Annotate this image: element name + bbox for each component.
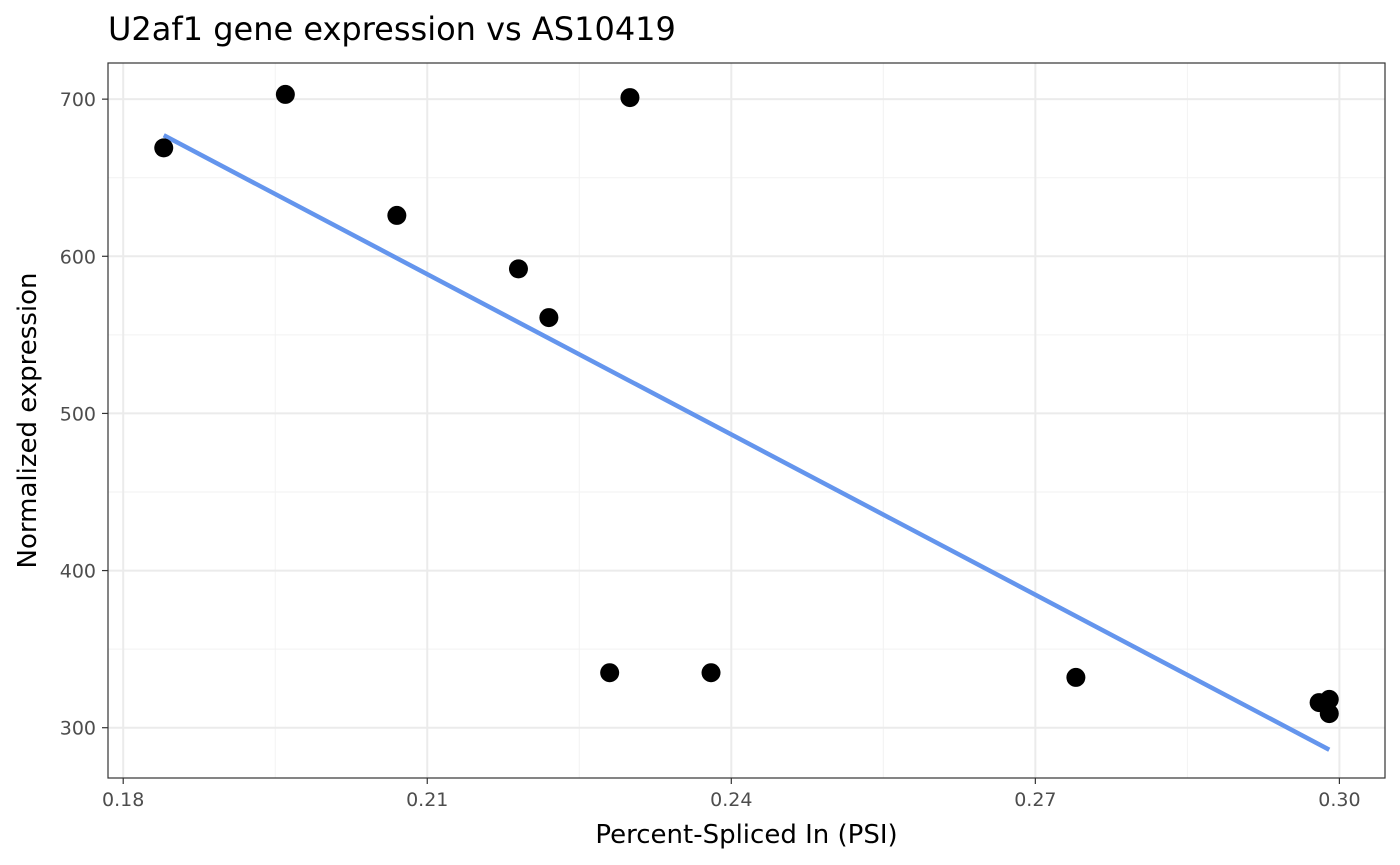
plot-panel-border [107, 62, 1386, 779]
data-point [154, 138, 174, 158]
data-point [701, 663, 721, 683]
x-tick-label: 0.21 [406, 789, 448, 811]
y-axis-ticks: 300 400 500 600 700 [60, 89, 108, 740]
x-tick-label: 0.24 [710, 789, 752, 811]
x-tick-label: 0.18 [102, 789, 144, 811]
data-point [275, 84, 295, 104]
trend-line [162, 133, 1331, 752]
trend-line-layer [162, 133, 1331, 752]
data-point [620, 88, 640, 108]
y-tick-label: 500 [60, 403, 96, 425]
x-tick-label: 0.27 [1014, 789, 1056, 811]
data-point [1319, 689, 1339, 709]
y-tick-label: 300 [60, 718, 96, 740]
data-point [600, 663, 620, 683]
data-point [539, 308, 559, 328]
x-axis-ticks: 0.18 0.21 0.24 0.27 0.30 [102, 778, 1361, 811]
data-point [1066, 667, 1086, 687]
data-points [154, 84, 1339, 724]
y-axis-title: Normalized expression [13, 273, 43, 569]
plot-panel-background [108, 63, 1385, 778]
data-point [508, 259, 528, 279]
x-tick-label: 0.30 [1318, 789, 1360, 811]
major-gridlines [108, 63, 1385, 778]
data-point [1319, 704, 1339, 724]
y-tick-label: 400 [60, 561, 96, 583]
minor-gridlines [108, 63, 1385, 778]
x-axis-title: Percent-Spliced In (PSI) [595, 820, 897, 850]
data-point [387, 205, 407, 225]
y-tick-label: 700 [60, 89, 96, 111]
chart-title: U2af1 gene expression vs AS10419 [108, 10, 676, 48]
y-tick-label: 600 [60, 246, 96, 268]
